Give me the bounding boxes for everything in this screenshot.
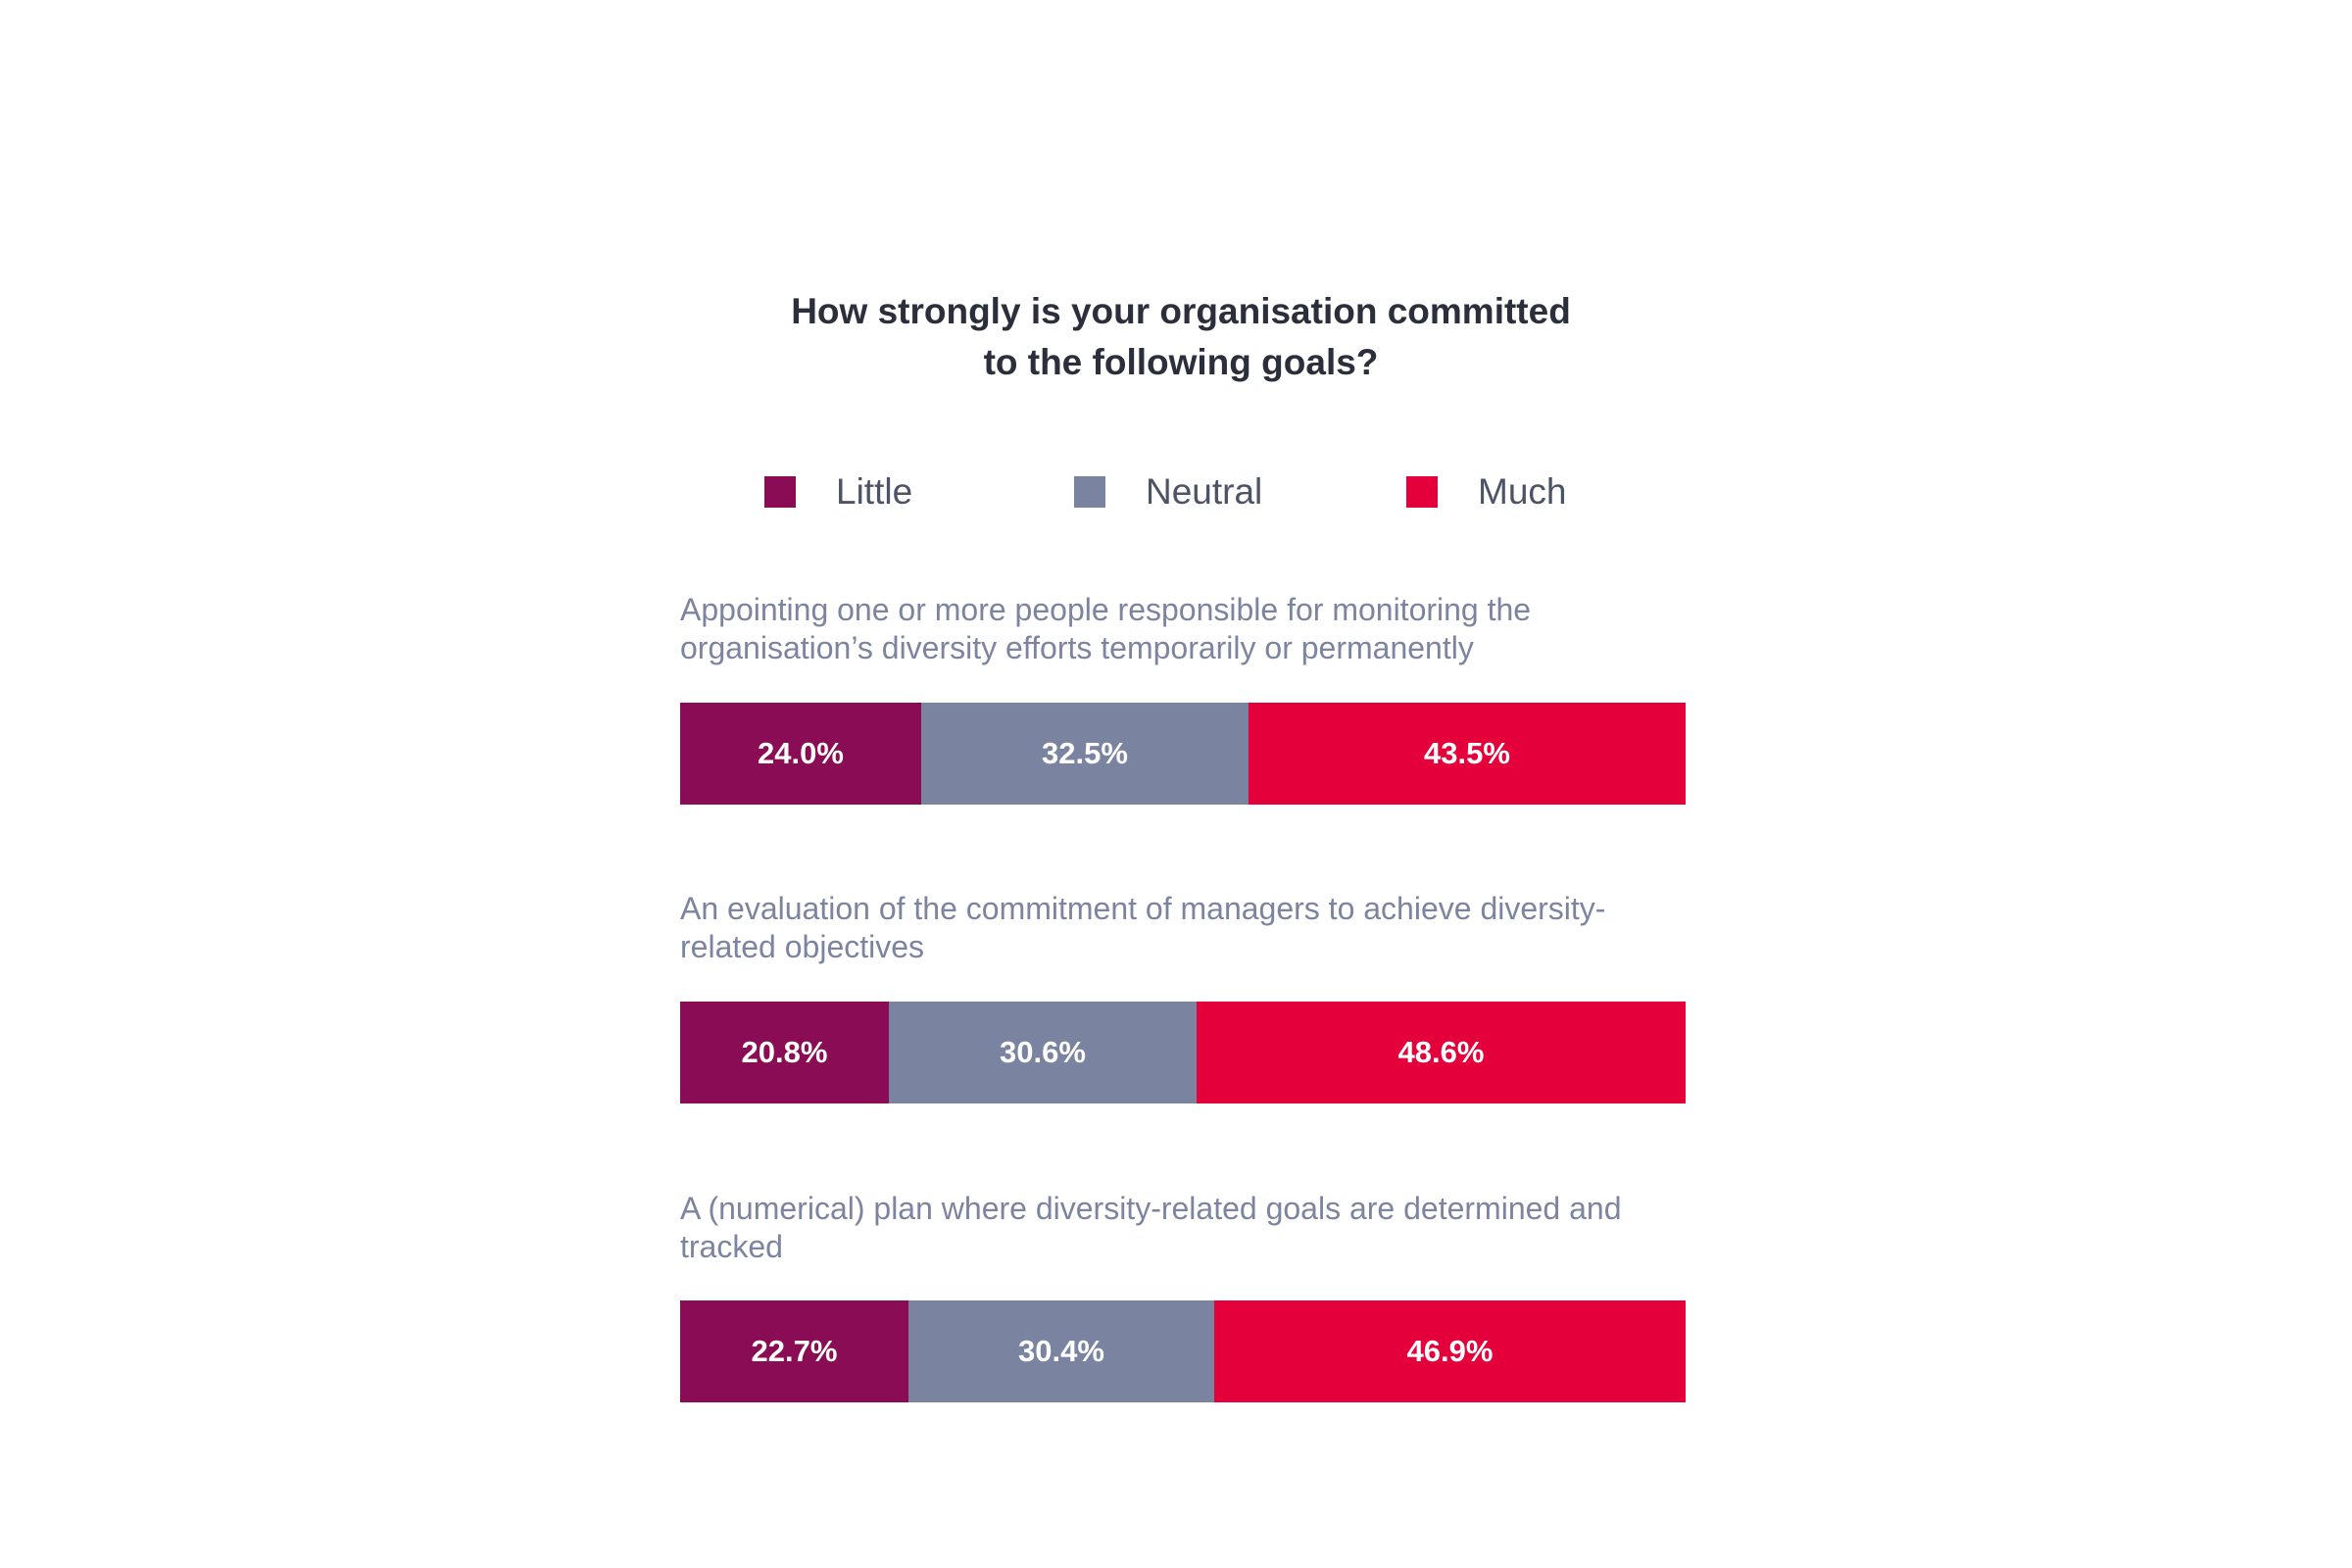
category-label-3: A (numerical) plan where diversity-relat… (680, 1190, 1709, 1266)
category-label-3-line-1: A (numerical) plan where diversity-relat… (680, 1191, 1622, 1226)
category-label-2-line-1: An evaluation of the commitment of manag… (680, 891, 1606, 926)
chart-title-line-1: How strongly is your organisation commit… (791, 291, 1571, 331)
bar-3-label-little: 22.7% (751, 1334, 838, 1368)
legend-item-little: Little (764, 471, 913, 512)
chart-title-line-2: to the following goals? (983, 342, 1379, 382)
category-label-2: An evaluation of the commitment of manag… (680, 890, 1709, 966)
bar-1-segment-much (1249, 703, 1686, 805)
category-label-3-line-2: tracked (680, 1229, 783, 1264)
stacked-bar-3: 22.7% 30.4% 46.9% (680, 1300, 1686, 1402)
bar-1-segment-little (680, 703, 921, 805)
chart-title: How strongly is your organisation commit… (686, 286, 1676, 388)
bar-2-segment-much (1197, 1002, 1686, 1103)
category-label-1-line-1: Appointing one or more people responsibl… (680, 592, 1532, 627)
legend-swatch-much (1406, 476, 1438, 508)
legend-label-neutral: Neutral (1146, 471, 1263, 512)
category-label-2-line-2: related objectives (680, 929, 925, 964)
bar-3-segment-neutral (908, 1300, 1214, 1402)
bar-1-label-much: 43.5% (1424, 736, 1510, 770)
legend-label-much: Much (1478, 471, 1567, 512)
legend-item-much: Much (1406, 471, 1567, 512)
legend-swatch-neutral (1074, 476, 1105, 508)
stacked-bar-1: 24.0% 32.5% 43.5% (680, 703, 1686, 805)
category-label-1: Appointing one or more people responsibl… (680, 591, 1709, 667)
category-label-1-line-2: organisation’s diversity efforts tempora… (680, 630, 1474, 665)
legend-item-neutral: Neutral (1074, 471, 1263, 512)
bar-3-label-neutral: 30.4% (1018, 1334, 1104, 1368)
bar-1-label-little: 24.0% (758, 736, 844, 770)
stacked-bar-2: 20.8% 30.6% 48.6% (680, 1002, 1686, 1103)
bar-3-segment-little (680, 1300, 908, 1402)
legend-label-little: Little (836, 471, 913, 512)
bar-2-label-neutral: 30.6% (1000, 1035, 1086, 1069)
bar-3-label-much: 46.9% (1406, 1334, 1494, 1368)
bar-2-segment-neutral (889, 1002, 1197, 1103)
bar-2-label-little: 20.8% (741, 1035, 828, 1069)
legend-swatch-little (764, 476, 796, 508)
bar-2-segment-little (680, 1002, 889, 1103)
bar-2-label-much: 48.6% (1397, 1035, 1485, 1069)
bar-3-segment-much (1214, 1300, 1686, 1402)
bar-1-label-neutral: 32.5% (1042, 736, 1128, 770)
bar-1-segment-neutral (921, 703, 1249, 805)
